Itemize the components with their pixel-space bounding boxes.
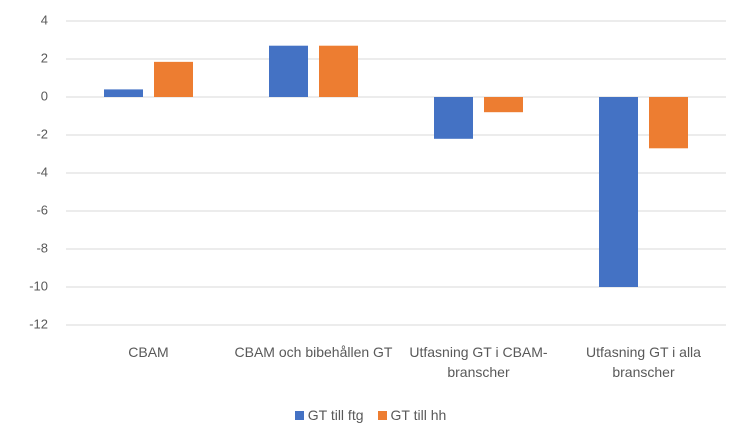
legend-label: GT till hh <box>390 407 447 423</box>
legend-item: GT till ftg <box>294 407 364 423</box>
bar <box>484 97 523 113</box>
x-tick-label: CBAM <box>128 344 169 360</box>
x-tick-label: CBAM och bibehållen GT <box>234 344 393 360</box>
bar <box>599 97 638 287</box>
bar <box>319 45 358 97</box>
y-tick-label: -12 <box>29 316 48 331</box>
bar <box>269 45 308 97</box>
y-tick-label: -10 <box>29 278 48 293</box>
bar <box>154 61 193 97</box>
bar <box>434 97 473 139</box>
legend-swatch <box>377 410 387 420</box>
legend-label: GT till ftg <box>307 407 364 423</box>
x-tick-label: Utfasning GT i alla branscher <box>586 344 701 380</box>
y-tick-label: 0 <box>41 88 48 103</box>
y-tick-label: -6 <box>36 202 48 217</box>
legend-item: GT till hh <box>377 407 447 423</box>
y-tick-label: -4 <box>36 164 48 179</box>
y-tick-label: 4 <box>41 12 48 27</box>
y-tick-label: -8 <box>36 240 48 255</box>
bar <box>649 97 688 149</box>
y-tick-label: 2 <box>41 50 48 65</box>
x-tick-label: Utfasning GT i CBAM-branscher <box>409 344 548 380</box>
legend-swatch <box>294 410 304 420</box>
legend: GT till ftg GT till hh <box>0 407 741 423</box>
y-tick-label: -2 <box>36 126 48 141</box>
bar <box>104 89 143 97</box>
